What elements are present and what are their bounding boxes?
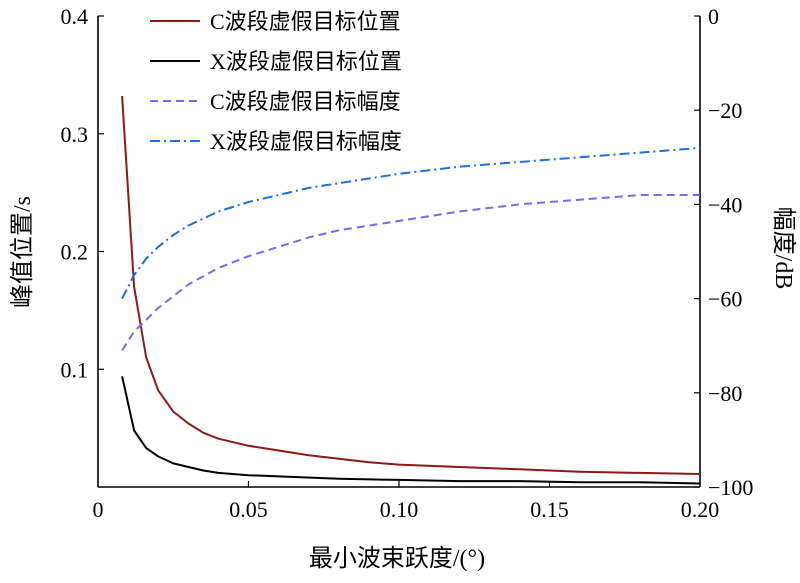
right-y-tick-label: −40 xyxy=(708,192,742,217)
x-tick-label: 0 xyxy=(93,497,104,522)
legend: C波段虚假目标位置 X波段虚假目标位置 C波段虚假目标幅度 X波段虚假目标幅度 xyxy=(150,9,402,154)
left-y-tick-label: 0.3 xyxy=(61,122,89,147)
x-tick-label: 0.20 xyxy=(681,497,720,522)
left-y-tick-label: 0.1 xyxy=(61,357,89,382)
right-y-tick-label: −100 xyxy=(708,475,753,500)
right-y-tick-label: 0 xyxy=(708,4,719,29)
x-tick-label: 0.15 xyxy=(530,497,569,522)
x-axis-title: 最小波束跃度/(°) xyxy=(309,545,485,572)
left-y-axis-ticks: 0.1 0.2 0.3 0.4 xyxy=(61,4,104,382)
series-line-3 xyxy=(121,194,700,351)
x-tick-label: 0.05 xyxy=(229,497,268,522)
series-line-2 xyxy=(121,376,701,485)
series-line-1 xyxy=(121,96,701,475)
left-y-tick-label: 0.4 xyxy=(61,4,89,29)
left-y-axis-title: 峰值位置/s xyxy=(9,196,36,308)
right-y-axis-ticks: 0 −20 −40 −60 −80 −100 xyxy=(694,4,753,500)
plot-frame xyxy=(97,16,701,488)
right-y-tick-label: −80 xyxy=(708,381,742,406)
series-layer xyxy=(121,96,701,485)
x-axis-ticks: 0 0.05 0.10 0.15 0.20 xyxy=(93,481,720,522)
legend-label-2: X波段虚假目标位置 xyxy=(210,49,402,74)
legend-label-4: X波段虚假目标幅度 xyxy=(210,129,402,154)
x-tick-label: 0.10 xyxy=(380,497,419,522)
left-y-tick-label: 0.2 xyxy=(61,240,89,265)
right-y-tick-label: −20 xyxy=(708,98,742,123)
legend-label-3: C波段虚假目标幅度 xyxy=(210,89,401,114)
right-y-axis-title: 幅度/dB xyxy=(770,207,797,290)
right-y-tick-label: −60 xyxy=(708,287,742,312)
series-line-4 xyxy=(121,146,701,300)
legend-label-1: C波段虚假目标位置 xyxy=(210,9,401,34)
